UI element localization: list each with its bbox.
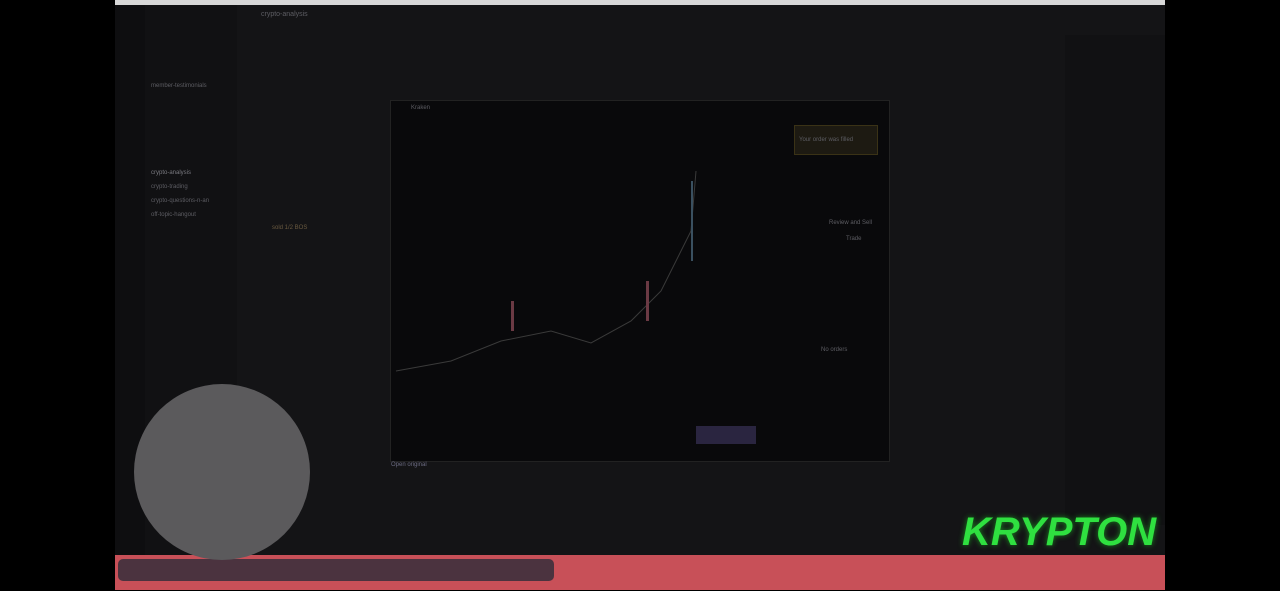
link[interactable]: Open original xyxy=(391,462,427,468)
button[interactable]: Review and Sell xyxy=(829,220,873,226)
channel[interactable]: crypto-questions-n-an xyxy=(151,198,210,204)
top-bar xyxy=(115,0,1165,5)
channel[interactable]: crypto-trading xyxy=(151,184,188,190)
toast: Your order was filled xyxy=(794,125,878,155)
window-title: Kraken xyxy=(411,105,431,111)
webcam xyxy=(134,384,310,560)
dock-icons xyxy=(118,559,554,581)
empty-state: No orders xyxy=(821,347,848,353)
channel[interactable]: crypto-analysis xyxy=(151,170,192,176)
toast-text: Your order was filled xyxy=(799,137,854,143)
message: sold 1/2 BOS xyxy=(272,225,308,231)
channel-title: crypto-analysis xyxy=(261,11,308,18)
chart-area xyxy=(395,170,756,444)
channel[interactable]: off-topic-hangout xyxy=(151,212,196,218)
brand: KRYPTON xyxy=(962,510,1157,554)
tab[interactable]: Trade xyxy=(846,236,862,242)
member-list xyxy=(1065,35,1165,525)
trade-window: Kraken Your order was filled Trade Revie… xyxy=(390,100,890,462)
channel[interactable]: member-testimonials xyxy=(151,83,207,89)
